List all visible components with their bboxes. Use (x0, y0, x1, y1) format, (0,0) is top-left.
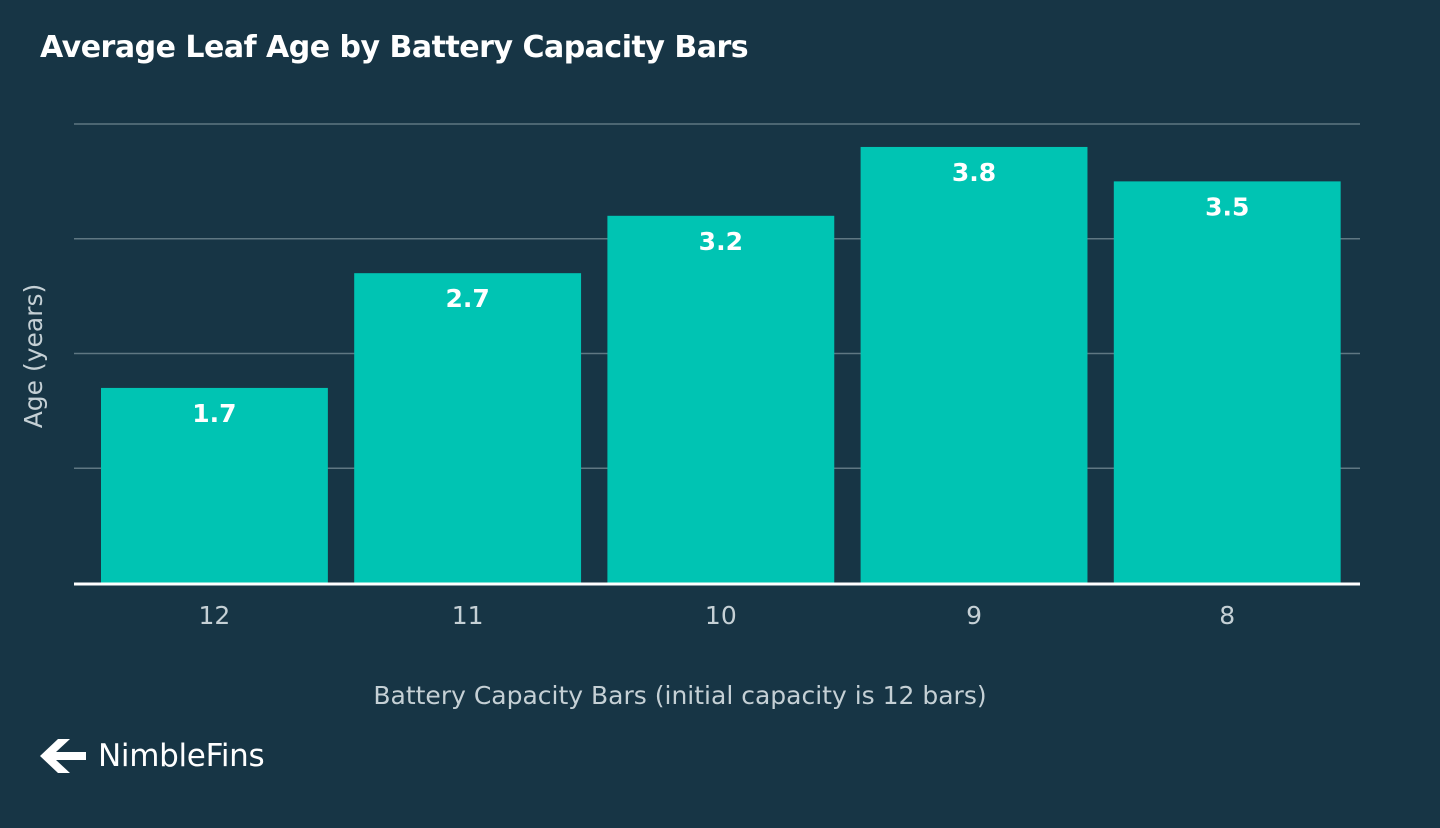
bar (101, 387, 328, 583)
bars (101, 146, 1341, 584)
bar-value-label: 1.7 (192, 399, 236, 428)
x-tick-label: 12 (199, 601, 231, 630)
bar (607, 215, 835, 584)
x-tick-label: 9 (966, 601, 982, 630)
x-axis-label: Battery Capacity Bars (initial capacity … (373, 681, 986, 710)
chart-title: Average Leaf Age by Battery Capacity Bar… (40, 30, 749, 65)
arrow-logo-icon (40, 739, 86, 773)
brand: NimbleFins (40, 738, 265, 774)
x-tick-label: 11 (452, 601, 484, 630)
y-axis-label: Age (years) (19, 284, 48, 429)
bar (1113, 181, 1341, 583)
value-labels: 1.7 2.7 3.2 3.8 3.5 (192, 158, 1249, 428)
x-tick-labels: 12 11 10 9 8 (199, 601, 1236, 630)
bar (354, 273, 582, 583)
bar-value-label: 3.2 (699, 227, 743, 256)
x-tick-label: 8 (1219, 601, 1235, 630)
brand-name: NimbleFins (98, 738, 265, 774)
bar-value-label: 2.7 (445, 284, 489, 313)
bar-value-label: 3.5 (1205, 192, 1249, 221)
x-tick-label: 10 (705, 601, 737, 630)
bar-value-label: 3.8 (952, 158, 996, 187)
bar (860, 146, 1088, 583)
